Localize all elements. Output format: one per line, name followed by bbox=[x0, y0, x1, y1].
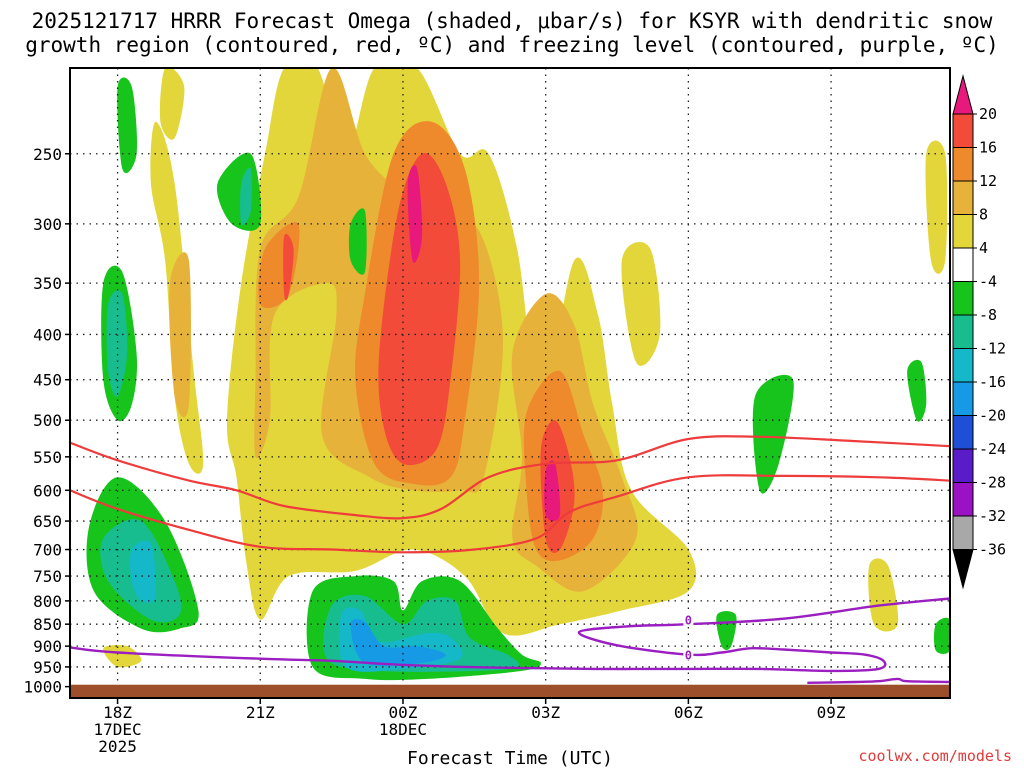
freezing-level-contours bbox=[70, 597, 950, 684]
chart-title-line2: growth region (contoured, red, ºC) and f… bbox=[25, 33, 999, 57]
colorbar-segment-11 bbox=[952, 448, 974, 483]
y-tick-label-550: 550 bbox=[33, 448, 62, 467]
omega-region-27 bbox=[716, 611, 737, 650]
colorbar-label-4: 4 bbox=[979, 239, 988, 257]
y-tick-label-700: 700 bbox=[33, 541, 62, 560]
omega-region-4 bbox=[868, 558, 899, 632]
y-axis-ticks: 250 300 350 400 450 500 550 600 650 700 750 800 850 9… bbox=[23, 145, 70, 697]
y-tick-label-500: 500 bbox=[33, 411, 62, 430]
y-tick-label-300: 300 bbox=[33, 215, 62, 234]
colorbar-label-8: -16 bbox=[979, 373, 1006, 391]
colorbar-segment-3 bbox=[952, 180, 974, 215]
y-tick-label-750: 750 bbox=[33, 567, 62, 586]
omega-region-7 bbox=[103, 644, 142, 668]
omega-region-19 bbox=[117, 77, 138, 174]
freezing-contour-0 bbox=[70, 597, 950, 673]
contour-label-bg-1 bbox=[683, 647, 694, 661]
colorbar-segment-5 bbox=[952, 247, 974, 282]
omega-region-3 bbox=[647, 558, 676, 601]
x-tick-label-0-2: 2025 bbox=[98, 737, 137, 756]
colorbar-label-11: -28 bbox=[979, 474, 1006, 492]
x-tick-label-12-0: 06Z bbox=[674, 703, 703, 722]
dendritic-growth-contours bbox=[70, 435, 950, 554]
y-tick-label-350: 350 bbox=[33, 274, 62, 293]
x-tick-label-0-0: 18Z bbox=[103, 703, 132, 722]
colorbar-segment-7 bbox=[952, 314, 974, 349]
omega-region-26 bbox=[907, 359, 927, 422]
colorbar-segment-8 bbox=[952, 348, 974, 383]
colorbar-segment-2 bbox=[952, 147, 974, 182]
omega-region-29 bbox=[106, 290, 128, 397]
contour-labels: 00 bbox=[683, 612, 694, 663]
plot-gridlines bbox=[70, 68, 950, 698]
dgz-contour-0 bbox=[70, 435, 950, 520]
y-tick-label-400: 400 bbox=[33, 325, 62, 344]
plot-frame bbox=[69, 67, 951, 699]
colorbar-segment-9 bbox=[952, 381, 974, 416]
y-tick-label-1000: 1000 bbox=[23, 678, 62, 697]
colorbar-segment-10 bbox=[952, 415, 974, 450]
omega-shaded-regions bbox=[86, 68, 950, 681]
contour-label-1: 0 bbox=[685, 649, 692, 663]
colorbar-segment-13 bbox=[952, 515, 974, 550]
y-tick-label-250: 250 bbox=[33, 145, 62, 164]
colorbar-label-10: -24 bbox=[979, 440, 1006, 458]
omega-region-25 bbox=[752, 374, 794, 494]
omega-region-14 bbox=[378, 153, 461, 466]
colorbar-label-2: 12 bbox=[979, 172, 997, 190]
colorbar-top-triangle bbox=[952, 74, 974, 115]
y-tick-label-600: 600 bbox=[33, 481, 62, 500]
chart-title-line1: 2025121717 HRRR Forecast Omega (shaded, … bbox=[31, 9, 993, 33]
y-tick-label-950: 950 bbox=[33, 658, 62, 677]
colorbar-label-13: -36 bbox=[979, 541, 1006, 559]
colorbar-label-12: -32 bbox=[979, 507, 1006, 525]
dgz-contour-1 bbox=[70, 474, 950, 554]
omega-region-28 bbox=[933, 617, 950, 654]
omega-region-33 bbox=[130, 540, 157, 603]
colorbar-label-6: -8 bbox=[979, 306, 997, 324]
contour-label-bg-0 bbox=[683, 612, 694, 626]
colorbar-segment-1 bbox=[952, 113, 974, 148]
x-tick-label-6-1: 18DEC bbox=[379, 720, 427, 739]
colorbar-segment-12 bbox=[952, 482, 974, 517]
colorbar-segment-6 bbox=[952, 281, 974, 316]
omega-region-35 bbox=[350, 619, 446, 667]
colorbar-segment-4 bbox=[952, 214, 974, 249]
terrain-ground bbox=[70, 684, 950, 698]
x-tick-label-0-1: 17DEC bbox=[93, 720, 141, 739]
x-axis-label: Forecast Time (UTC) bbox=[407, 748, 613, 768]
y-tick-label-650: 650 bbox=[33, 512, 62, 531]
omega-region-22 bbox=[348, 208, 367, 275]
omega-region-10 bbox=[169, 252, 192, 418]
contour-label-0: 0 bbox=[685, 614, 692, 628]
y-tick-label-450: 450 bbox=[33, 371, 62, 390]
x-tick-label-9-0: 03Z bbox=[531, 703, 560, 722]
y-tick-label-800: 800 bbox=[33, 592, 62, 611]
y-tick-label-900: 900 bbox=[33, 637, 62, 656]
x-tick-label-15-0: 09Z bbox=[817, 703, 846, 722]
colorbar-label-1: 16 bbox=[979, 139, 997, 157]
colorbar-label-0: 20 bbox=[979, 105, 997, 123]
colorbar: 20 16 12 8 4 -4 -8 -12 -16 -20 -24 -28 -32 -36 bbox=[952, 74, 1006, 590]
omega-region-6 bbox=[925, 140, 948, 274]
x-tick-label-6-0: 00Z bbox=[389, 703, 418, 722]
colorbar-label-9: -20 bbox=[979, 407, 1006, 425]
x-tick-label-3-0: 21Z bbox=[246, 703, 275, 722]
freezing-contour-1 bbox=[807, 677, 950, 684]
colorbar-label-3: 8 bbox=[979, 206, 988, 224]
omega-region-30 bbox=[240, 167, 252, 226]
omega-region-2 bbox=[621, 241, 661, 366]
colorbar-bottom-triangle bbox=[952, 549, 974, 590]
y-tick-label-850: 850 bbox=[33, 615, 62, 634]
credit-text: coolwx.com/models bbox=[858, 747, 1012, 765]
omega-region-17 bbox=[407, 165, 423, 263]
colorbar-label-7: -12 bbox=[979, 340, 1006, 358]
colorbar-label-5: -4 bbox=[979, 273, 997, 291]
omega-region-5 bbox=[159, 68, 185, 140]
